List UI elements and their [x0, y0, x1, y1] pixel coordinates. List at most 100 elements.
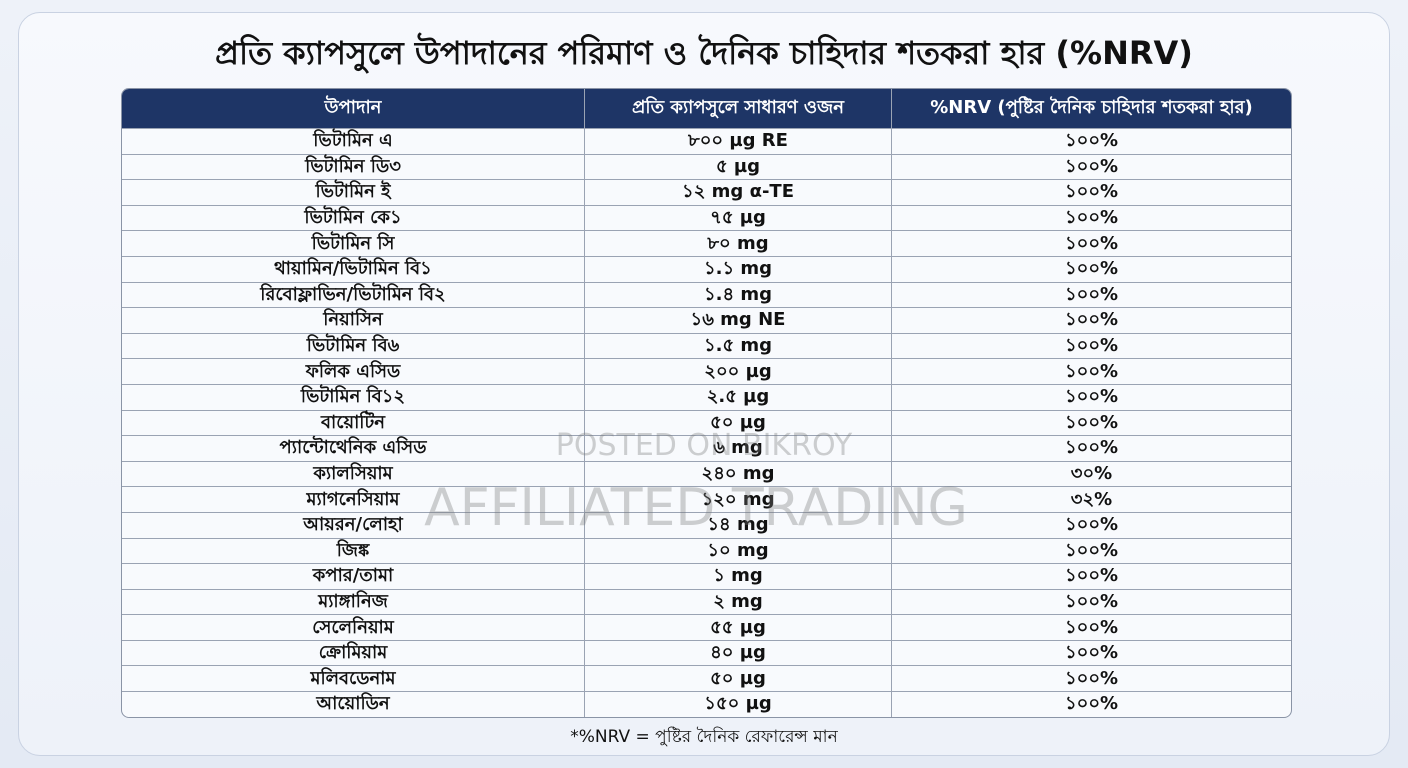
table-cell: ১০০%: [891, 255, 1291, 282]
table-cell: প্যান্টোথেনিক এসিড: [122, 435, 584, 461]
table-cell: বায়োটিন: [122, 409, 584, 436]
table-row: ম্যাঙ্গানিজ ২ mg ১০০%: [122, 588, 1291, 615]
table-cell: ১২ mg α-TE: [584, 179, 891, 205]
table-cell: ১৫০ µg: [584, 691, 891, 717]
table-cell: জিঙ্ক: [122, 537, 584, 564]
table-cell: ৩২%: [891, 486, 1291, 512]
table-cell: ১০০%: [891, 563, 1291, 589]
table-cell: কপার/তামা: [122, 563, 584, 589]
table-row: ভিটামিন বি১২ ২.৫ µg ১০০%: [122, 383, 1291, 410]
title: প্রতি ক্যাপসুলে উপাদানের পরিমাণ ও দৈনিক …: [215, 34, 1193, 72]
table-cell: ১০০%: [891, 639, 1291, 666]
table-cell: ১ mg: [584, 563, 891, 589]
footnote: *%NRV = পুষ্টির দৈনিক রেফারেন্স মান: [570, 727, 838, 747]
table-row: আয়োডিন ১৫০ µg ১০০%: [122, 691, 1291, 717]
table-row: নিয়াসিন ১৬ mg NE ১০০%: [122, 307, 1291, 333]
table-cell: আয়রন/লোহা: [122, 511, 584, 538]
table-cell: ১.১ mg: [584, 255, 891, 282]
table-row: ম্যাগনেসিয়াম ১২০ mg ৩২%: [122, 486, 1291, 512]
table-cell: ভিটামিন ই: [122, 179, 584, 205]
table-body: ভিটামিন এ ৮০০ µg RE ১০০% ভিটামিন ডি৩ ৫ µg ১০০…: [122, 128, 1291, 717]
table-cell: ৫০ µg: [584, 409, 891, 436]
table-cell: ১৪ mg: [584, 511, 891, 538]
table-cell: ৮০০ µg RE: [584, 128, 891, 154]
table-cell: ম্যাঙ্গানিজ: [122, 588, 584, 615]
header-row: উপাদান প্রতি ক্যাপসুলে সাধারণ ওজন %NRV (পু…: [122, 89, 1291, 128]
header-cell: প্রতি ক্যাপসুলে সাধারণ ওজন: [584, 89, 891, 128]
table-cell: ১০০%: [891, 153, 1291, 180]
table-row: থায়ামিন/ভিটামিন বি১ ১.১ mg ১০০%: [122, 255, 1291, 282]
table-cell: ২.৫ µg: [584, 383, 891, 410]
table-cell: ৪০ µg: [584, 639, 891, 666]
table-cell: ১.৪ mg: [584, 281, 891, 308]
table-row: ভিটামিন ই ১২ mg α-TE ১০০%: [122, 179, 1291, 205]
table-row: মলিবডেনাম ৫০ µg ১০০%: [122, 665, 1291, 692]
table-cell: সেলেনিয়াম: [122, 614, 584, 640]
table-cell: ২০০ µg: [584, 358, 891, 384]
table-cell: ১০০%: [891, 230, 1291, 256]
header-cell: উপাদান: [122, 89, 584, 128]
table-cell: ৮০ mg: [584, 230, 891, 256]
table-cell: ১.৫ mg: [584, 332, 891, 359]
table-cell: ১০০%: [891, 614, 1291, 640]
table-cell: ক্রোমিয়াম: [122, 639, 584, 666]
table-cell: ভিটামিন ডি৩: [122, 153, 584, 180]
table-cell: ২৪০ mg: [584, 460, 891, 487]
table-cell: ১০০%: [891, 409, 1291, 436]
table-cell: ভিটামিন বি৬: [122, 332, 584, 359]
table-row: ভিটামিন এ ৮০০ µg RE ১০০%: [122, 128, 1291, 154]
table-cell: ৫ µg: [584, 153, 891, 180]
table-cell: ১০০%: [891, 281, 1291, 308]
table-cell: ১০ mg: [584, 537, 891, 564]
table-cell: ভিটামিন কে১: [122, 204, 584, 231]
table-cell: ২ mg: [584, 588, 891, 615]
table-cell: ৬ mg: [584, 435, 891, 461]
table-cell: ১০০%: [891, 383, 1291, 410]
table-cell: মলিবডেনাম: [122, 665, 584, 691]
table-cell: ৩০%: [891, 460, 1291, 487]
table-row: ভিটামিন কে১ ৭৫ µg ১০০%: [122, 204, 1291, 231]
table-cell: ভিটামিন সি: [122, 230, 584, 256]
table-cell: রিবোফ্লাভিন/ভিটামিন বি২: [122, 281, 584, 308]
table-cell: ৭৫ µg: [584, 204, 891, 231]
table-row: ক্যালসিয়াম ২৪০ mg ৩০%: [122, 460, 1291, 487]
table-cell: ১০০%: [891, 179, 1291, 205]
table-row: ভিটামিন সি ৮০ mg ১০০%: [122, 230, 1291, 256]
header-cell: %NRV (পুষ্টির দৈনিক চাহিদার শতকরা হার): [891, 89, 1291, 128]
table-cell: ফলিক এসিড: [122, 358, 584, 384]
table-cell: ১০০%: [891, 511, 1291, 538]
table-cell: ম্যাগনেসিয়াম: [122, 486, 584, 512]
table-cell: ১০০%: [891, 358, 1291, 384]
table-cell: আয়োডিন: [122, 691, 584, 717]
table-row: জিঙ্ক ১০ mg ১০০%: [122, 537, 1291, 564]
nrv-table: উপাদান প্রতি ক্যাপসুলে সাধারণ ওজন %NRV (পু…: [121, 88, 1292, 718]
table-cell: ১০০%: [891, 128, 1291, 154]
table-row: বায়োটিন ৫০ µg ১০০%: [122, 409, 1291, 436]
table-cell: ক্যালসিয়াম: [122, 460, 584, 487]
table-row: ভিটামিন ডি৩ ৫ µg ১০০%: [122, 153, 1291, 180]
table-row: রিবোফ্লাভিন/ভিটামিন বি২ ১.৪ mg ১০০%: [122, 281, 1291, 308]
table-cell: ১০০%: [891, 665, 1291, 692]
table-cell: থায়ামিন/ভিটামিন বি১: [122, 255, 584, 282]
table-row: আয়রন/লোহা ১৪ mg ১০০%: [122, 511, 1291, 538]
table-cell: ১০০%: [891, 204, 1291, 231]
table-cell: ৫৫ µg: [584, 614, 891, 640]
table-cell: নিয়াসিন: [122, 307, 584, 333]
table-cell: ১২০ mg: [584, 486, 891, 512]
table-cell: ১৬ mg NE: [584, 307, 891, 333]
table-cell: ১০০%: [891, 307, 1291, 333]
table-cell: ১০০%: [891, 691, 1291, 717]
table-row: সেলেনিয়াম ৫৫ µg ১০০%: [122, 614, 1291, 640]
table-row: ফলিক এসিড ২০০ µg ১০০%: [122, 358, 1291, 384]
table-row: প্যান্টোথেনিক এসিড ৬ mg ১০০%: [122, 435, 1291, 461]
table-cell: ভিটামিন বি১২: [122, 383, 584, 410]
table-row: ভিটামিন বি৬ ১.৫ mg ১০০%: [122, 332, 1291, 359]
table-cell: ৫০ µg: [584, 665, 891, 692]
table-row: ক্রোমিয়াম ৪০ µg ১০০%: [122, 639, 1291, 666]
table-cell: ১০০%: [891, 588, 1291, 615]
table-cell: ১০০%: [891, 332, 1291, 359]
table-row: কপার/তামা ১ mg ১০০%: [122, 563, 1291, 589]
table-cell: ১০০%: [891, 435, 1291, 461]
table-cell: ভিটামিন এ: [122, 128, 584, 154]
